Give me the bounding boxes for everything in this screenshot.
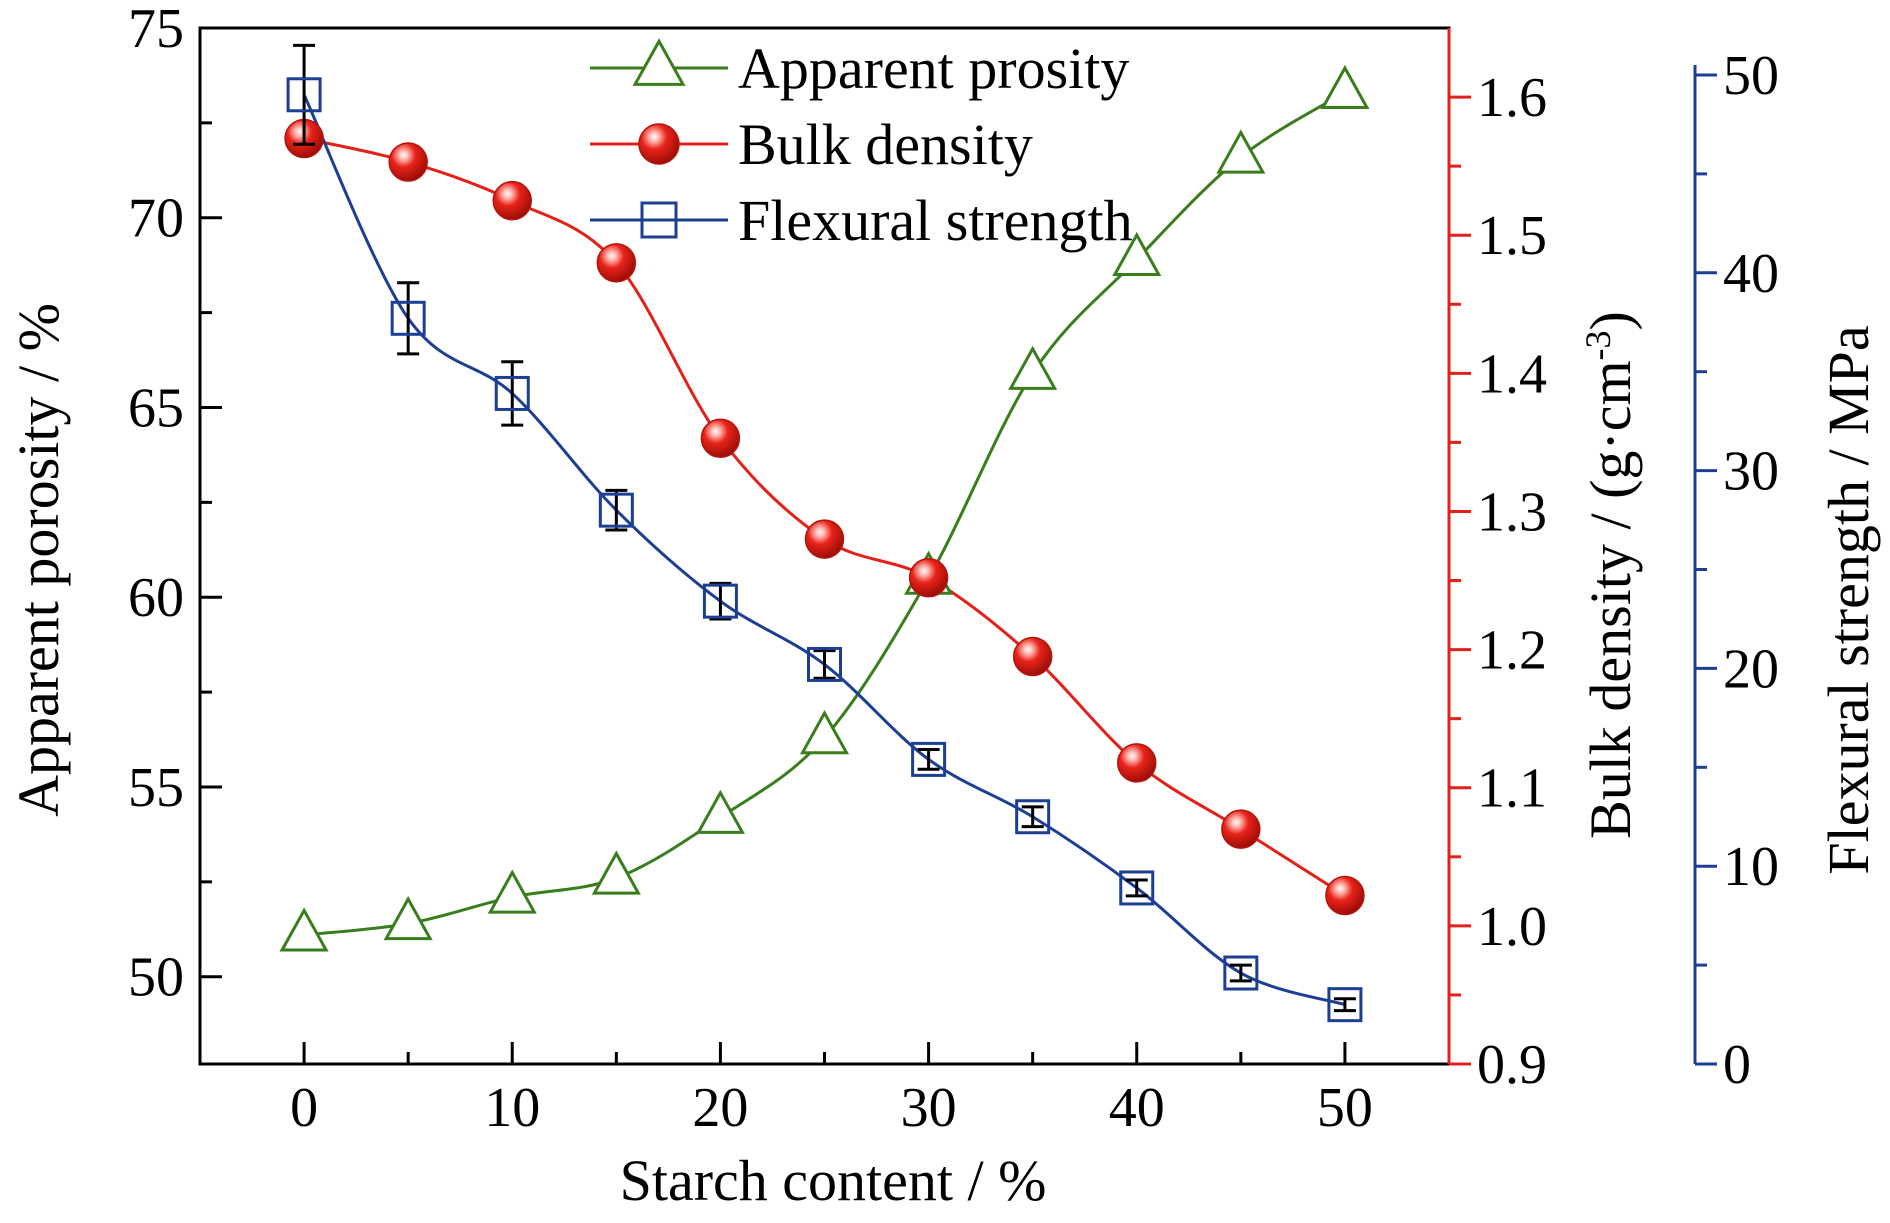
legend-label: Bulk density (738, 112, 1033, 177)
flexural-point (1119, 870, 1155, 906)
left-tick-label: 65 (128, 377, 184, 439)
flexural-point (911, 741, 947, 777)
porosity-point (1320, 64, 1370, 110)
legend-label: Apparent prosity (738, 36, 1129, 101)
flexural-point (286, 77, 322, 113)
right1-tick-label: 1.0 (1477, 896, 1547, 958)
left-tick-label: 50 (128, 947, 184, 1009)
x-tick-label: 10 (484, 1077, 540, 1139)
bulk-density-label-end: ) (1578, 311, 1643, 330)
bulk-density-point (596, 243, 637, 283)
right1-tick-label: 1.1 (1477, 758, 1547, 820)
flexural-point (494, 375, 530, 411)
flexural-point (390, 300, 426, 336)
flexural-point (807, 646, 842, 682)
right2-tick-label: 50 (1723, 45, 1779, 107)
legend-sphere-marker (638, 123, 680, 165)
series-markers (279, 43, 1370, 1023)
porosity-point (383, 895, 433, 941)
porosity-point (487, 869, 537, 914)
left-tick-label: 75 (128, 0, 184, 60)
bulk-density-point (1012, 636, 1053, 677)
right2-tick-label: 30 (1723, 441, 1779, 503)
flexural-point (1223, 955, 1259, 991)
bulk-density-point (1221, 809, 1261, 849)
bulk-density-label-main: Bulk density / (g·cm (1578, 360, 1643, 838)
x-tick-label: 20 (692, 1077, 748, 1139)
right1-tick-label: 1.4 (1477, 343, 1547, 405)
x-tick-label: 30 (901, 1077, 957, 1139)
legend-square-marker (640, 201, 678, 239)
flexural-point (702, 583, 738, 619)
bulk-density-label-sup: -3 (1578, 330, 1618, 360)
axes: 0 10 20 30 40 50 50 55 60 65 70 75 0.9 1.0 1.1 1.2 1.3 1.… (128, 0, 1779, 1139)
x-tick-label: 0 (290, 1077, 318, 1139)
bulk-density-point (492, 180, 532, 221)
x-axis-label: Starch content / % (620, 1148, 1047, 1213)
left-tick-label: 55 (128, 757, 184, 819)
left-axis-label: Apparent porosity / % (6, 303, 71, 817)
legend-label: Flexural strength (738, 188, 1133, 253)
right2-tick-label: 10 (1723, 836, 1779, 898)
bulk-density-point (908, 558, 949, 598)
bulk-density-point (1117, 743, 1157, 783)
flexural-point (1327, 987, 1363, 1023)
right1-tick-label: 1.3 (1477, 481, 1547, 543)
right2-tick-label: 20 (1723, 638, 1779, 700)
x-tick-label: 50 (1317, 1077, 1373, 1139)
right-axis-label-flexural-strength: Flexural strength / MPa (1816, 325, 1881, 874)
porosity-point (279, 907, 329, 952)
right1-tick-label: 1.6 (1477, 67, 1547, 129)
bulk-density-point (804, 519, 845, 559)
left-tick-label: 70 (128, 188, 184, 250)
flexural-point (1015, 799, 1051, 835)
right1-tick-label: 1.2 (1477, 620, 1547, 682)
flexural-point (598, 492, 634, 528)
bulk-density-point (700, 418, 741, 459)
right2-tick-label: 0 (1723, 1034, 1751, 1096)
porosity-point (799, 710, 850, 755)
porosity-point (1008, 345, 1058, 390)
right-axis-label-bulk-density: Bulk density / (g·cm-3) (1578, 311, 1643, 839)
right2-tick-label: 40 (1723, 243, 1779, 305)
right1-tick-label: 0.9 (1477, 1034, 1547, 1096)
bulk-density-point (1325, 875, 1365, 916)
porosity-point (1112, 231, 1162, 277)
porosity-point (1216, 129, 1266, 174)
right1-tick-label: 1.5 (1477, 205, 1547, 267)
legend-triangle-marker (632, 38, 686, 86)
porosity-point (695, 789, 745, 834)
series-line-2 (302, 94, 1346, 1007)
left-tick-label: 60 (128, 567, 184, 629)
x-tick-label: 40 (1109, 1077, 1165, 1139)
porosity-point (591, 850, 641, 895)
bulk-density-point (388, 142, 428, 182)
legend: Apparent prosity Bulk density Flexural str… (590, 36, 1133, 253)
